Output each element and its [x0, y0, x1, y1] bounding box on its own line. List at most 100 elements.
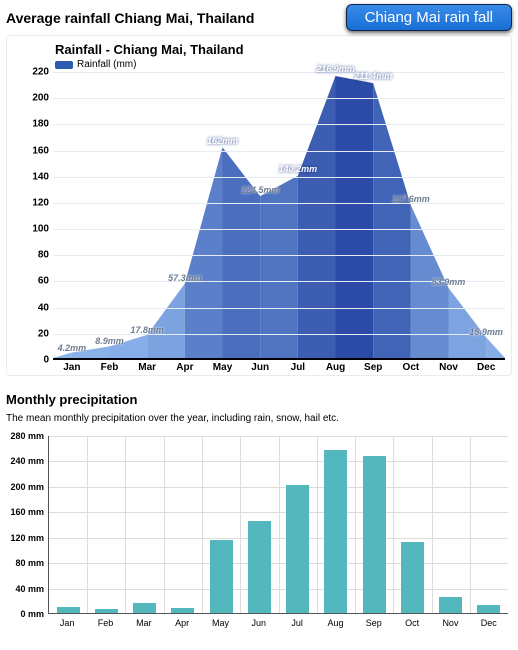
chart1-y-tick: 140 — [32, 171, 49, 182]
chart2-y-tick: 200 mm — [10, 482, 44, 492]
chart2-bar — [363, 456, 386, 613]
chart1-x-label: Jan — [53, 362, 91, 373]
chart1-legend-label: Rainfall (mm) — [77, 59, 136, 70]
chart1-value-label: 8.9mm — [95, 336, 124, 346]
chart2-bar — [210, 540, 233, 613]
chart2-slot — [126, 436, 164, 613]
chart2-y-tick: 240 mm — [10, 456, 44, 466]
chart2-x-label: Mar — [125, 618, 163, 628]
chart2-x-label: Nov — [431, 618, 469, 628]
chart1-plot-area: 4.2mm8.9mm17.8mm57.3mm162mm124.5mm140.2m… — [53, 72, 505, 360]
chart1-gridline — [53, 255, 505, 256]
chart1-y-axis: 020406080100120140160180200220 — [13, 72, 53, 360]
chart2-x-label: Apr — [163, 618, 201, 628]
section2-subtitle: The mean monthly precipitation over the … — [6, 413, 512, 424]
chart2-x-label: Feb — [86, 618, 124, 628]
chart1-gridline — [53, 177, 505, 178]
chart2-x-label: Dec — [470, 618, 508, 628]
header-row: Average rainfall Chiang Mai, Thailand Ch… — [0, 0, 518, 31]
chart1-value-label: 4.2mm — [58, 343, 87, 353]
chart1-value-label: 211.4mm — [354, 71, 392, 81]
rainfall-area-chart: Rainfall - Chiang Mai, Thailand Rainfall… — [6, 35, 512, 376]
chart1-value-label: 216.9mm — [316, 64, 355, 74]
chart1-legend: Rainfall (mm) — [55, 59, 505, 70]
chart2-slot — [317, 436, 355, 613]
chart1-gridline — [53, 98, 505, 99]
chart1-y-tick: 0 — [43, 355, 49, 366]
chart1-value-label: 53.9mm — [432, 277, 466, 287]
chart2-x-label: May — [201, 618, 239, 628]
precipitation-bar-chart: 0 mm40 mm80 mm120 mm160 mm200 mm240 mm28… — [6, 436, 508, 614]
chart2-x-label: Aug — [316, 618, 354, 628]
chart2-bar — [324, 450, 347, 613]
chart1-gridline — [53, 151, 505, 152]
chart2-bar — [248, 521, 271, 613]
chart2-y-axis: 0 mm40 mm80 mm120 mm160 mm200 mm240 mm28… — [6, 436, 48, 614]
chart1-gridline — [53, 229, 505, 230]
chart1-x-label: Feb — [91, 362, 129, 373]
chart2-bar — [133, 603, 156, 613]
precipitation-section: Monthly precipitation The mean monthly p… — [6, 392, 512, 628]
chart2-x-label: Oct — [393, 618, 431, 628]
chart1-title: Rainfall - Chiang Mai, Thailand — [55, 42, 505, 57]
location-badge: Chiang Mai rain fall — [346, 4, 512, 31]
chart2-bar — [171, 608, 194, 613]
chart1-x-label: Mar — [128, 362, 166, 373]
chart2-y-tick: 40 mm — [15, 584, 44, 594]
chart1-y-tick: 200 — [32, 93, 49, 104]
chart2-bar — [477, 605, 500, 613]
chart2-y-tick: 80 mm — [15, 558, 44, 568]
chart1-x-label: Aug — [317, 362, 355, 373]
chart2-x-axis: JanFebMarAprMayJunJulAugSepOctNovDec — [48, 618, 508, 628]
chart1-x-label: Dec — [467, 362, 505, 373]
chart2-bar — [439, 597, 462, 613]
chart1-y-tick: 40 — [38, 302, 49, 313]
chart1-y-tick: 160 — [32, 145, 49, 156]
chart1-value-label: 117.6mm — [392, 194, 430, 204]
chart1-y-tick: 100 — [32, 224, 49, 235]
chart2-slot — [240, 436, 278, 613]
chart2-slot — [355, 436, 393, 613]
chart1-y-tick: 80 — [38, 250, 49, 261]
chart1-y-tick: 220 — [32, 67, 49, 78]
chart1-x-label: Sep — [354, 362, 392, 373]
chart2-x-label: Sep — [355, 618, 393, 628]
chart1-y-tick: 180 — [32, 119, 49, 130]
chart1-gridline — [53, 334, 505, 335]
chart2-slot — [49, 436, 87, 613]
chart2-y-tick: 120 mm — [10, 533, 44, 543]
chart2-y-tick: 280 mm — [10, 431, 44, 441]
chart1-x-label: Apr — [166, 362, 204, 373]
chart2-y-tick: 0 mm — [20, 609, 44, 619]
chart2-slot — [279, 436, 317, 613]
chart2-y-tick: 160 mm — [10, 507, 44, 517]
chart1-area-fill — [53, 72, 505, 358]
chart2-x-label: Jan — [48, 618, 86, 628]
chart1-value-label: 140.2mm — [279, 164, 318, 174]
chart1-gridline — [53, 124, 505, 125]
chart2-slot — [164, 436, 202, 613]
chart2-slot — [393, 436, 431, 613]
section2-title: Monthly precipitation — [6, 392, 512, 407]
chart1-x-label: Jul — [279, 362, 317, 373]
chart1-x-label: Jun — [241, 362, 279, 373]
chart1-y-tick: 120 — [32, 197, 49, 208]
chart1-value-label: 57.3mm — [168, 273, 202, 283]
chart2-bar — [401, 542, 424, 613]
chart1-gridline — [53, 308, 505, 309]
chart2-slot — [470, 436, 508, 613]
chart1-x-label: May — [204, 362, 242, 373]
page-title: Average rainfall Chiang Mai, Thailand — [6, 10, 254, 26]
chart2-slot — [432, 436, 470, 613]
chart1-body: 020406080100120140160180200220 4.2mm8.9m… — [13, 72, 505, 360]
chart1-y-tick: 20 — [38, 328, 49, 339]
chart2-bar — [95, 609, 118, 613]
chart1-y-tick: 60 — [38, 276, 49, 287]
chart2-slot — [87, 436, 125, 613]
chart1-gridline — [53, 203, 505, 204]
chart1-x-label: Oct — [392, 362, 430, 373]
chart1-x-label: Nov — [430, 362, 468, 373]
chart2-bar — [57, 607, 80, 613]
chart2-plot-area — [48, 436, 508, 614]
chart2-x-label: Jul — [278, 618, 316, 628]
